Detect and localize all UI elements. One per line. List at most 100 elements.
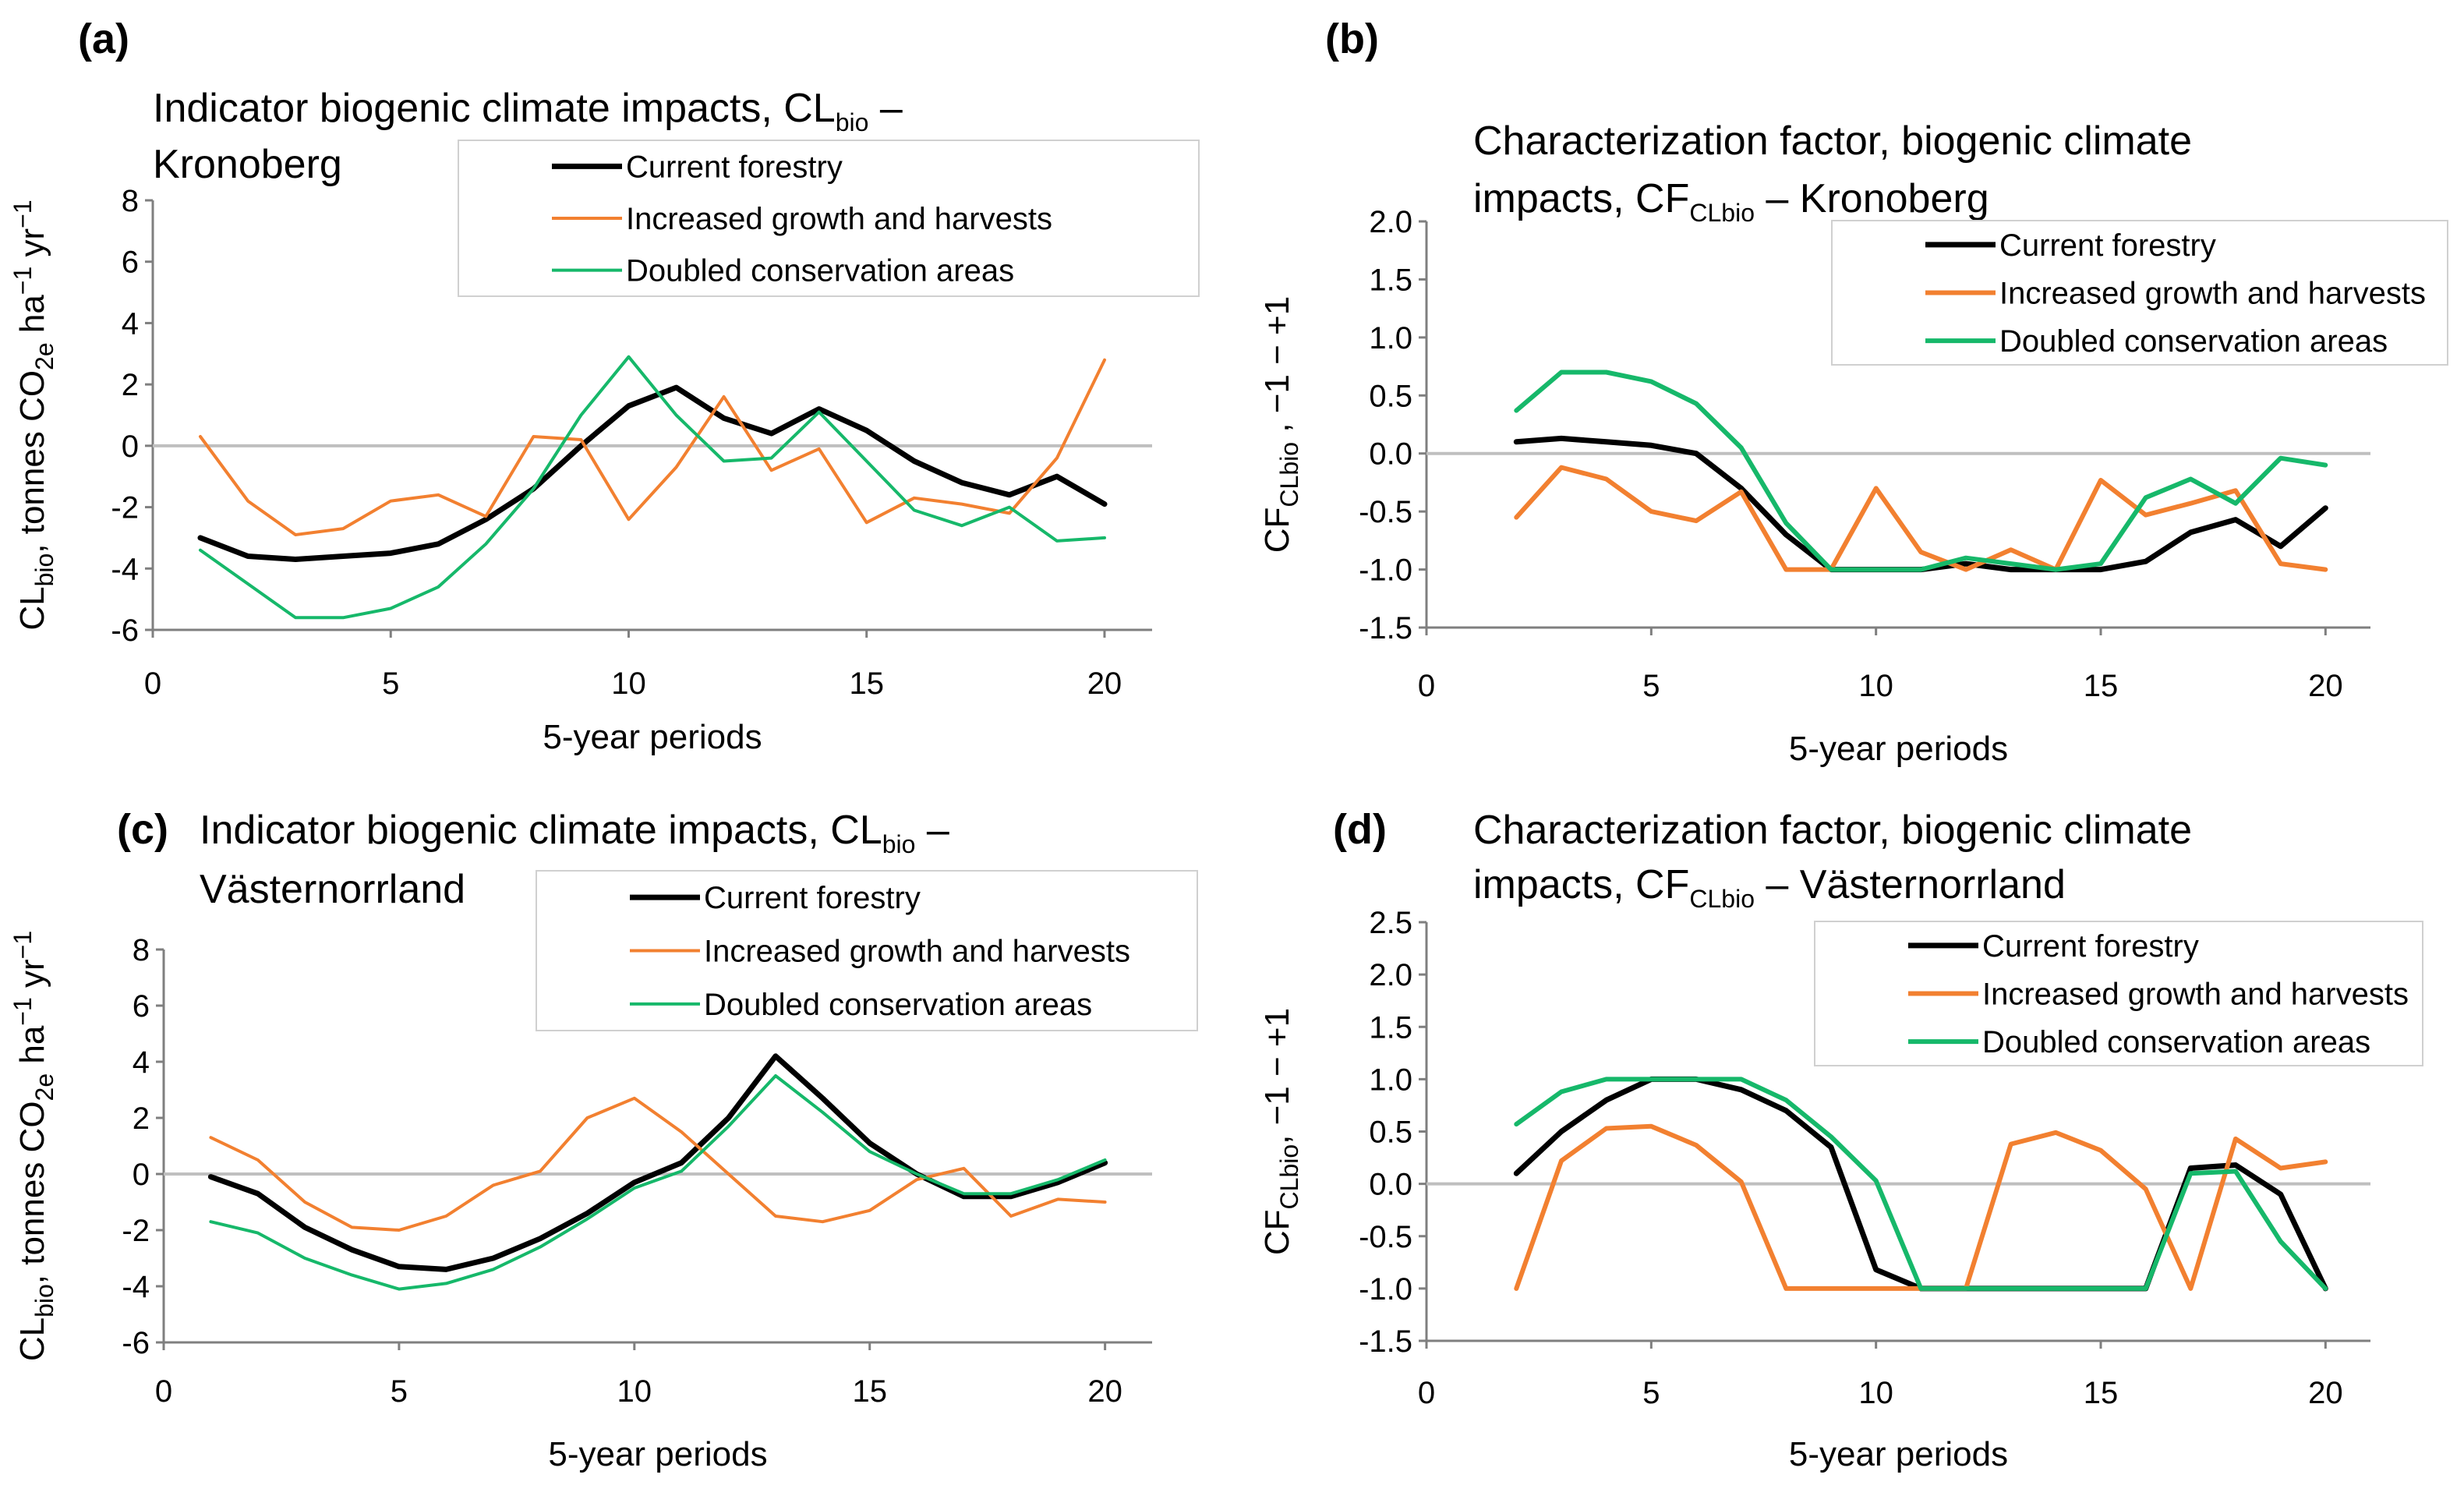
- panel-d: (d) Characterization factor, biogenic cli…: [1258, 806, 2423, 1473]
- title-text: Characterization factor, biogenic climat…: [1473, 808, 2192, 853]
- legend-label: Increased growth and harvests: [704, 935, 1130, 969]
- y-tick-label: 4: [122, 306, 139, 341]
- y-tick-label: -0.5: [1359, 1220, 1412, 1254]
- y-axis-title-part: CL: [13, 586, 51, 630]
- y-axis-title-part: yr: [13, 959, 51, 997]
- x-tick-label: 20: [1087, 667, 1122, 701]
- y-axis-title-part: bio: [30, 553, 58, 587]
- title-text: –: [915, 808, 949, 853]
- panel-b: (b) Characterization factor, biogenic cli…: [1258, 16, 2448, 768]
- y-axis-title-part: 2e: [30, 342, 58, 370]
- y-tick-label: 2: [122, 368, 139, 402]
- legend-label: Doubled conservation areas: [704, 988, 1092, 1022]
- legend: Current forestry Increased growth and har…: [1831, 220, 2448, 366]
- chart-title-line2: Västernorrland: [200, 867, 465, 912]
- y-axis-title: CFCLbio , −1 − +1: [1258, 296, 1303, 553]
- y-axis-title-part: CL: [13, 1317, 51, 1361]
- x-tick-label: 0: [1418, 1376, 1435, 1410]
- y-axis-title-part: −1: [9, 931, 37, 959]
- legend-label: Current forestry: [626, 150, 843, 184]
- legend-label: Increased growth and harvests: [1999, 277, 2426, 311]
- title-text: impacts, CF: [1473, 862, 1689, 907]
- y-tick-label: -6: [122, 1326, 150, 1360]
- y-tick-label: -1.0: [1359, 553, 1412, 588]
- title-subscript: bio: [882, 830, 916, 858]
- chart-title-line1: Characterization factor, biogenic climat…: [1473, 808, 2192, 853]
- y-tick-label: 8: [122, 184, 139, 218]
- x-tick-label: 5: [1642, 1376, 1660, 1410]
- y-axis-title: CLbio, tonnes CO2e ha−1 yr−1: [9, 931, 58, 1361]
- title-text: Indicator biogenic climate impacts, CL: [153, 86, 836, 131]
- panel-label: (d): [1333, 806, 1387, 853]
- legend-label: Doubled conservation areas: [1982, 1025, 2370, 1059]
- title-text: – Kronoberg: [1755, 176, 1989, 221]
- y-axis-title-part: , tonnes CO: [13, 370, 51, 553]
- legend: Current forestry Increased growth and har…: [536, 870, 1198, 1031]
- x-tick-label: 10: [1858, 669, 1893, 703]
- y-axis-title-part: CF: [1258, 1209, 1296, 1255]
- legend-label: Increased growth and harvests: [626, 202, 1052, 236]
- series-line-current: [207, 1053, 1108, 1272]
- chart-title-line1: Indicator biogenic climate impacts, CLbi…: [153, 86, 903, 136]
- x-tick-label: 10: [1858, 1376, 1893, 1410]
- panel-a: (a) Indicator biogenic climate impacts, C…: [9, 16, 1200, 756]
- y-axis-title-part: −1: [9, 200, 37, 228]
- y-tick-label: 2.0: [1369, 958, 1412, 992]
- y-tick-label: -4: [111, 552, 139, 586]
- y-tick-label: 1.0: [1369, 321, 1412, 355]
- y-tick-label: 6: [122, 246, 139, 280]
- y-tick-label: -1.0: [1359, 1272, 1412, 1307]
- legend-label: Doubled conservation areas: [1999, 324, 2388, 359]
- title-text: – Västernorrland: [1755, 862, 2066, 907]
- title-subscript: CLbio: [1689, 199, 1755, 227]
- x-tick-label: 15: [2084, 669, 2119, 703]
- x-tick-label: 0: [1418, 669, 1435, 703]
- y-axis-title-part: bio: [30, 1284, 58, 1317]
- series-line-doubled: [209, 1074, 1107, 1291]
- y-axis-title-part: , tonnes CO: [13, 1101, 51, 1284]
- legend-label: Current forestry: [1982, 929, 2199, 964]
- chart-title-line2: Kronoberg: [153, 142, 342, 187]
- chart-title-line1: Characterization factor, biogenic climat…: [1473, 118, 2192, 164]
- y-axis-title-part: 2e: [30, 1073, 58, 1102]
- x-tick-label: 15: [852, 1374, 887, 1409]
- y-tick-label: 1.5: [1369, 1010, 1412, 1045]
- y-axis-title-part: CLbio: [1275, 442, 1303, 507]
- legend: Current forestry Increased growth and har…: [1814, 921, 2423, 1066]
- x-tick-label: 20: [1087, 1374, 1122, 1409]
- legend-label: Current forestry: [1999, 228, 2216, 263]
- y-tick-label: -1.5: [1359, 611, 1412, 645]
- y-tick-label: 0: [122, 430, 139, 464]
- legend-label: Current forestry: [704, 881, 921, 915]
- x-axis-title: 5-year periods: [543, 718, 762, 756]
- x-tick-label: 10: [617, 1374, 652, 1409]
- title-text: impacts, CF: [1473, 176, 1689, 221]
- x-axis-title: 5-year periods: [1789, 1435, 2008, 1473]
- y-tick-label: 8: [133, 933, 150, 967]
- title-subscript: bio: [836, 108, 869, 136]
- y-tick-label: 0.5: [1369, 1116, 1412, 1150]
- x-tick-label: 5: [1642, 669, 1660, 703]
- chart-title-line1: Indicator biogenic climate impacts, CLbi…: [200, 808, 949, 858]
- y-tick-label: 0.5: [1369, 379, 1412, 413]
- title-text: Indicator biogenic climate impacts, CL: [200, 808, 882, 853]
- y-tick-label: -2: [111, 491, 139, 525]
- series-line-doubled: [199, 355, 1106, 620]
- y-tick-label: 6: [133, 989, 150, 1024]
- y-tick-label: 0.0: [1369, 437, 1412, 472]
- y-tick-label: -1.5: [1359, 1324, 1412, 1359]
- x-tick-label: 5: [382, 667, 399, 701]
- title-text: Characterization factor, biogenic climat…: [1473, 118, 2192, 164]
- legend: Current forestry Increased growth and har…: [458, 140, 1200, 297]
- y-tick-label: -6: [111, 614, 139, 648]
- series-line-increased: [1514, 465, 2328, 572]
- y-tick-label: -2: [122, 1214, 150, 1248]
- series-line-doubled: [1514, 370, 2328, 572]
- y-axis-title-part: yr: [13, 228, 51, 267]
- chart-title-line2: impacts, CFCLbio – Kronoberg: [1473, 176, 1989, 227]
- y-tick-label: -4: [122, 1270, 150, 1304]
- x-axis-title: 5-year periods: [1789, 730, 2008, 768]
- x-tick-label: 20: [2308, 669, 2343, 703]
- y-axis-title: CFCLbio, −1 − +1: [1258, 1008, 1303, 1255]
- series-line-current: [197, 384, 1108, 562]
